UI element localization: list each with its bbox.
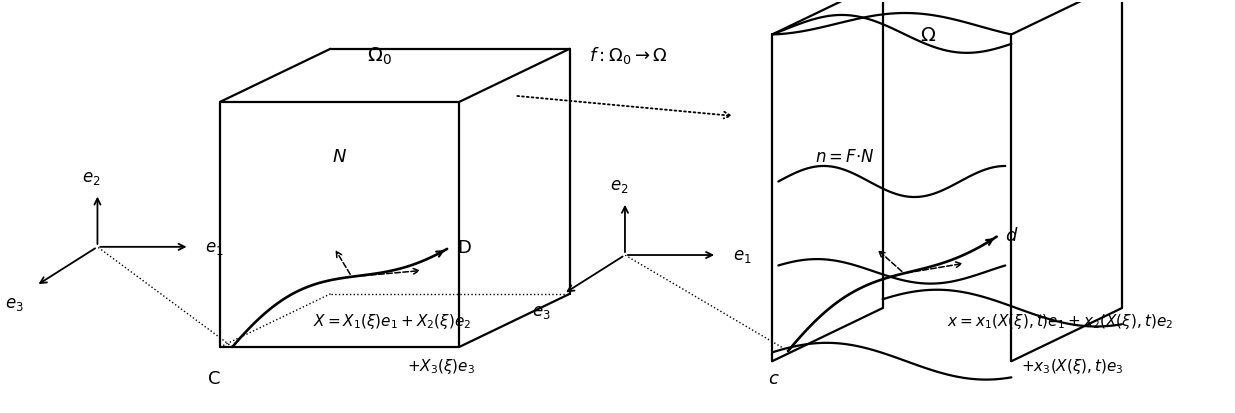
Text: $n = F{\cdot}N$: $n = F{\cdot}N$ xyxy=(815,148,874,166)
Text: c: c xyxy=(768,370,778,387)
Text: $e_1$: $e_1$ xyxy=(205,238,224,256)
Text: $e_1$: $e_1$ xyxy=(732,247,752,264)
Text: $e_3$: $e_3$ xyxy=(5,294,23,312)
Text: $x = x_1(X(\xi),t)e_1 + x_2(X(\xi),t)e_2$: $x = x_1(X(\xi),t)e_1 + x_2(X(\xi),t)e_2… xyxy=(947,311,1173,330)
Text: $+ X_3(\xi)e_3$: $+ X_3(\xi)e_3$ xyxy=(406,356,475,375)
Text: $f:\Omega_0 \to \Omega$: $f:\Omega_0 \to \Omega$ xyxy=(589,45,668,66)
Text: $e_3$: $e_3$ xyxy=(532,302,551,320)
Text: $e_2$: $e_2$ xyxy=(82,168,100,186)
Text: $X = X_1(\xi)e_1 + X_2(\xi)e_2$: $X = X_1(\xi)e_1 + X_2(\xi)e_2$ xyxy=(312,311,471,330)
Text: C: C xyxy=(207,370,220,387)
Text: $N$: $N$ xyxy=(332,148,347,166)
Text: $e_2$: $e_2$ xyxy=(610,176,629,194)
Text: $\Omega_0$: $\Omega_0$ xyxy=(367,45,391,66)
Text: $\Omega$: $\Omega$ xyxy=(920,26,936,45)
Text: $+ x_3(X(\xi),t)e_3$: $+ x_3(X(\xi),t)e_3$ xyxy=(1021,356,1124,375)
Text: d: d xyxy=(1005,226,1016,244)
Text: D: D xyxy=(457,238,471,256)
